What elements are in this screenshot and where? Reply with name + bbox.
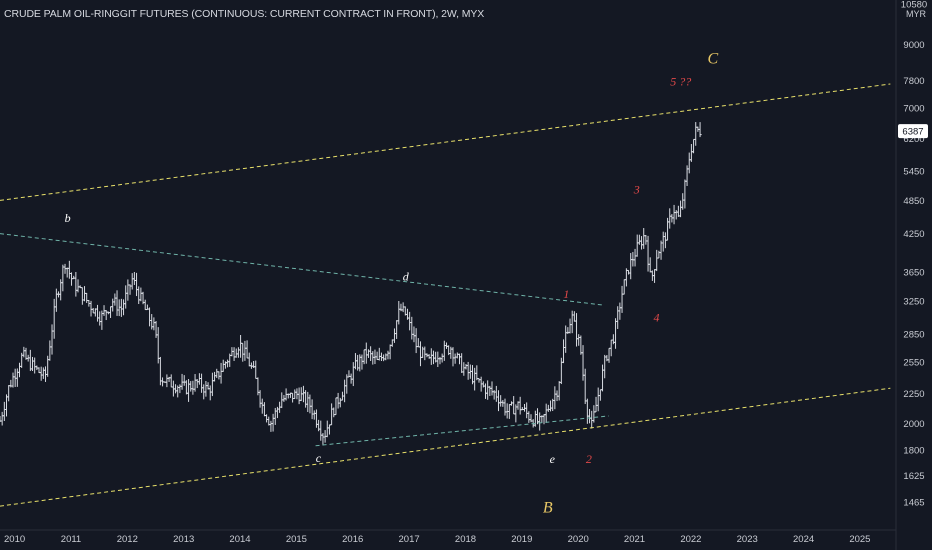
channel-upper-line [0,83,891,201]
y-tick-label: 9000 [903,40,924,51]
y-tick-label: 4850 [903,196,924,207]
wave-labels: b c d e 1 2 3 4 5 ?? C B [65,51,719,517]
y-tick-label: 2550 [903,358,924,369]
y-tick-label: 4250 [903,229,924,240]
x-tick-label: 2018 [455,534,476,545]
y-tick-label: 10580 [901,0,927,11]
y-tick-label: 7000 [903,104,924,115]
y-tick-label: 2000 [903,419,924,430]
channel-lower-line [0,387,891,507]
trend-lines [0,83,891,507]
wave-label: 4 [654,310,660,324]
x-tick-label: 2024 [793,534,814,545]
x-tick-label: 2015 [286,534,307,545]
x-tick-label: 2023 [737,534,758,545]
ohlc-bars [0,122,702,446]
wave-label: 3 [633,183,640,197]
x-tick-label: 2014 [229,534,250,545]
y-tick-label: 3650 [903,267,924,278]
x-tick-label: 2013 [173,534,194,545]
x-tick-label: 2021 [624,534,645,545]
currency-label: MYR [906,9,927,19]
wave-label: d [403,269,410,283]
x-tick-label: 2022 [680,534,701,545]
y-tick-label: 2850 [903,330,924,341]
wave-label: e [550,452,556,466]
y-tick-label: 5450 [903,167,924,178]
wave-label: B [543,499,553,516]
y-tick-label: 1800 [903,445,924,456]
y-tick-label: 3250 [903,297,924,308]
wave-label: c [316,451,322,465]
wave-label: 1 [563,287,569,301]
last-price-badge: 6387 [898,124,928,139]
triangle-upper-line [0,233,604,306]
x-tick-label: 2019 [511,534,532,545]
ohlc-bar [698,122,702,138]
x-tick-label: 2012 [117,534,138,545]
x-tick-label: 2017 [399,534,420,545]
time-axis[interactable]: 2010 2011 2012 2013 2014 2015 2016 2017 2018 2019… [4,534,870,545]
x-tick-label: 2011 [61,534,81,545]
y-tick-label: 1465 [903,497,924,508]
x-tick-label: 2020 [568,534,589,545]
wave-label: b [65,211,71,225]
last-price-label: 6387 [902,126,923,137]
y-tick-label: 7800 [903,76,924,87]
chart-title: CRUDE PALM OIL-RINGGIT FUTURES (CONTINUO… [4,8,485,20]
wave-label: 2 [586,452,592,466]
y-tick-label: 2250 [903,389,924,400]
triangle-lower-line [315,415,609,447]
x-tick-label: 2016 [342,534,363,545]
y-tick-label: 1625 [903,471,924,482]
y-tick-label: 6200 [903,134,924,145]
wave-label: 5 ?? [670,75,691,89]
x-tick-label: 2025 [849,534,870,545]
x-tick-label: 2010 [4,534,25,545]
wave-label: C [708,51,719,68]
price-axis[interactable]: 10580 9000 7800 7000 6200 5450 4850 4250 3650 325… [901,0,927,508]
